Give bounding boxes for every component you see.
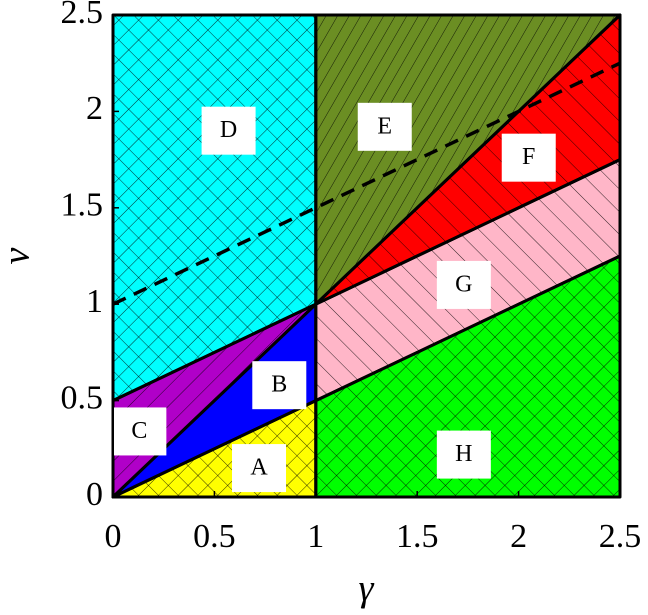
y-tick-label: 2.5 [61, 0, 104, 31]
y-axis-title: ν [0, 247, 38, 264]
plot-frame [112, 14, 621, 498]
label-box [501, 133, 556, 182]
region-hatch [315, 256, 620, 497]
y-tick-label: 2 [86, 90, 103, 127]
x-tick-label: 0.5 [193, 518, 236, 555]
region-label: B [271, 372, 287, 398]
label-box [357, 102, 412, 151]
label-box [436, 260, 491, 309]
y-tick-label: 0.5 [61, 379, 104, 416]
label-box [232, 444, 287, 493]
x-tick-label: 0 [105, 518, 122, 555]
label-box [436, 430, 491, 479]
y-tick-label: 0 [86, 476, 103, 513]
x-tick-label: 2.5 [599, 518, 642, 555]
region-hatch [113, 15, 316, 401]
region-label: F [522, 144, 535, 170]
x-tick-label: 1.5 [396, 518, 439, 555]
region-label: D [220, 117, 237, 143]
dashed-line [112, 61, 621, 306]
region-label: A [250, 455, 268, 481]
region-label: G [455, 271, 472, 297]
x-axis-title: γ [359, 568, 375, 610]
label-box [112, 407, 167, 456]
x-tick-label: 2 [510, 518, 527, 555]
x-tick-label: 1 [307, 518, 324, 555]
region-label: C [131, 418, 147, 444]
region-label: E [377, 113, 392, 139]
label-box [252, 361, 307, 410]
y-tick-label: 1 [86, 283, 103, 320]
region-label: H [455, 441, 472, 467]
y-tick-label: 1.5 [61, 187, 104, 224]
label-box [201, 106, 256, 155]
